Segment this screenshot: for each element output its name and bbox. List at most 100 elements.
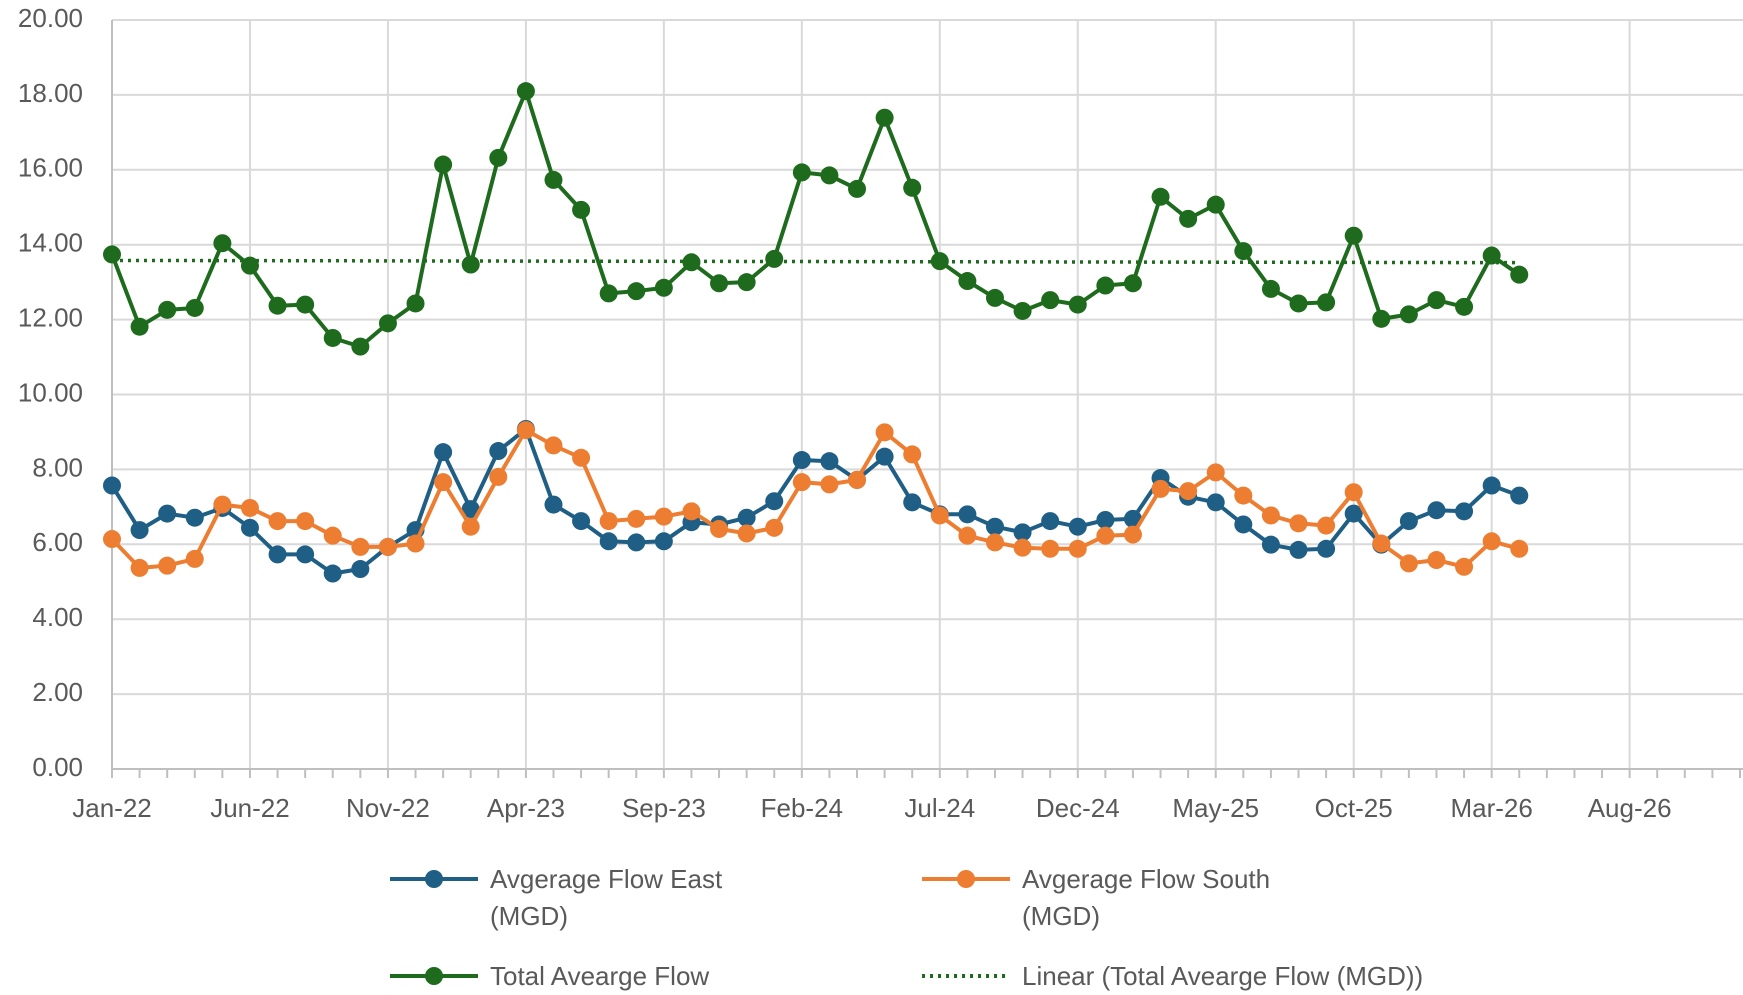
data-point: [268, 512, 287, 531]
data-point: [1123, 525, 1142, 544]
data-point: [130, 558, 149, 577]
x-tick-label: Oct-25: [1315, 793, 1393, 823]
legend-swatch: [390, 870, 478, 888]
data-point: [1151, 479, 1170, 498]
legend-label: Total Avearge Flow (MGD): [490, 961, 710, 991]
x-tick-label: Sep-23: [622, 793, 706, 823]
data-point: [765, 249, 784, 268]
data-point: [268, 296, 287, 315]
data-point: [378, 537, 397, 556]
data-point: [792, 473, 811, 492]
data-point: [1013, 301, 1032, 320]
data-point: [1261, 279, 1280, 298]
data-point: [572, 200, 591, 219]
data-point: [820, 475, 839, 494]
data-point: [710, 274, 729, 293]
data-point: [985, 533, 1004, 552]
data-point: [710, 519, 729, 538]
data-point: [1372, 309, 1391, 328]
data-point: [323, 526, 342, 545]
data-point: [130, 521, 149, 540]
data-point: [1096, 526, 1115, 545]
y-tick-label: 8.00: [32, 452, 83, 482]
data-point: [1096, 276, 1115, 295]
x-tick-label: Dec-24: [1036, 793, 1120, 823]
data-point: [599, 532, 618, 551]
data-point: [1317, 516, 1336, 535]
data-point: [1317, 539, 1336, 558]
data-point: [213, 234, 232, 253]
data-point: [434, 155, 453, 174]
data-point: [1427, 551, 1446, 570]
data-point: [1399, 305, 1418, 324]
data-point: [792, 163, 811, 182]
data-point: [1289, 540, 1308, 559]
data-point: [1206, 195, 1225, 214]
data-point: [1317, 293, 1336, 312]
data-point: [985, 517, 1004, 536]
data-point: [1206, 493, 1225, 512]
data-point: [1455, 297, 1474, 316]
data-point: [958, 505, 977, 524]
series-line: [110, 427, 1520, 576]
data-point: [406, 294, 425, 313]
data-point: [323, 328, 342, 347]
data-point: [1455, 502, 1474, 521]
data-point: [489, 467, 508, 486]
data-point: [1261, 535, 1280, 554]
data-point: [682, 502, 701, 521]
y-tick-label: 14.00: [18, 228, 83, 258]
x-tick-label: Jul-24: [904, 793, 975, 823]
data-point: [158, 504, 177, 523]
data-point: [1234, 242, 1253, 261]
data-point: [1427, 291, 1446, 310]
data-point: [378, 314, 397, 333]
data-point: [1482, 246, 1501, 265]
x-tick-label: Mar-26: [1450, 793, 1532, 823]
x-tick-label: Jun-22: [210, 793, 290, 823]
data-point: [461, 517, 480, 536]
data-point: [1261, 506, 1280, 525]
x-tick-label: Aug-26: [1588, 793, 1672, 823]
data-point: [185, 549, 204, 568]
legend-marker: [425, 870, 443, 888]
y-tick-label: 18.00: [18, 78, 83, 108]
data-point: [1289, 514, 1308, 533]
data-point: [792, 451, 811, 470]
legend-swatch: [922, 974, 1010, 978]
data-point: [1041, 512, 1060, 531]
data-point: [903, 493, 922, 512]
data-point: [875, 447, 894, 466]
data-point: [627, 533, 646, 552]
data-point: [103, 530, 121, 549]
data-point: [544, 436, 563, 455]
y-tick-label: 4.00: [32, 602, 83, 632]
legend-marker: [425, 967, 443, 985]
data-point: [158, 556, 177, 575]
data-point: [351, 560, 370, 579]
legend-swatch: [922, 870, 1010, 888]
data-point: [572, 512, 591, 531]
data-point: [1510, 265, 1529, 284]
data-point: [1068, 295, 1087, 314]
data-point: [130, 317, 149, 336]
data-point: [1510, 486, 1529, 505]
data-point: [516, 421, 535, 440]
data-point: [185, 508, 204, 527]
data-point: [296, 295, 315, 314]
data-point: [875, 423, 894, 442]
y-tick-label: 6.00: [32, 527, 83, 557]
data-point: [958, 272, 977, 291]
data-point: [296, 512, 315, 531]
data-point: [930, 506, 949, 525]
x-tick-label: Jan-22: [72, 793, 152, 823]
legend-label: Avgerage Flow South (MGD): [1022, 864, 1271, 931]
data-point: [1013, 523, 1032, 542]
data-point: [489, 148, 508, 167]
series-line: [110, 89, 1521, 349]
data-point: [1206, 463, 1225, 482]
data-point: [654, 532, 673, 551]
data-point: [1399, 554, 1418, 573]
data-point: [240, 498, 259, 517]
